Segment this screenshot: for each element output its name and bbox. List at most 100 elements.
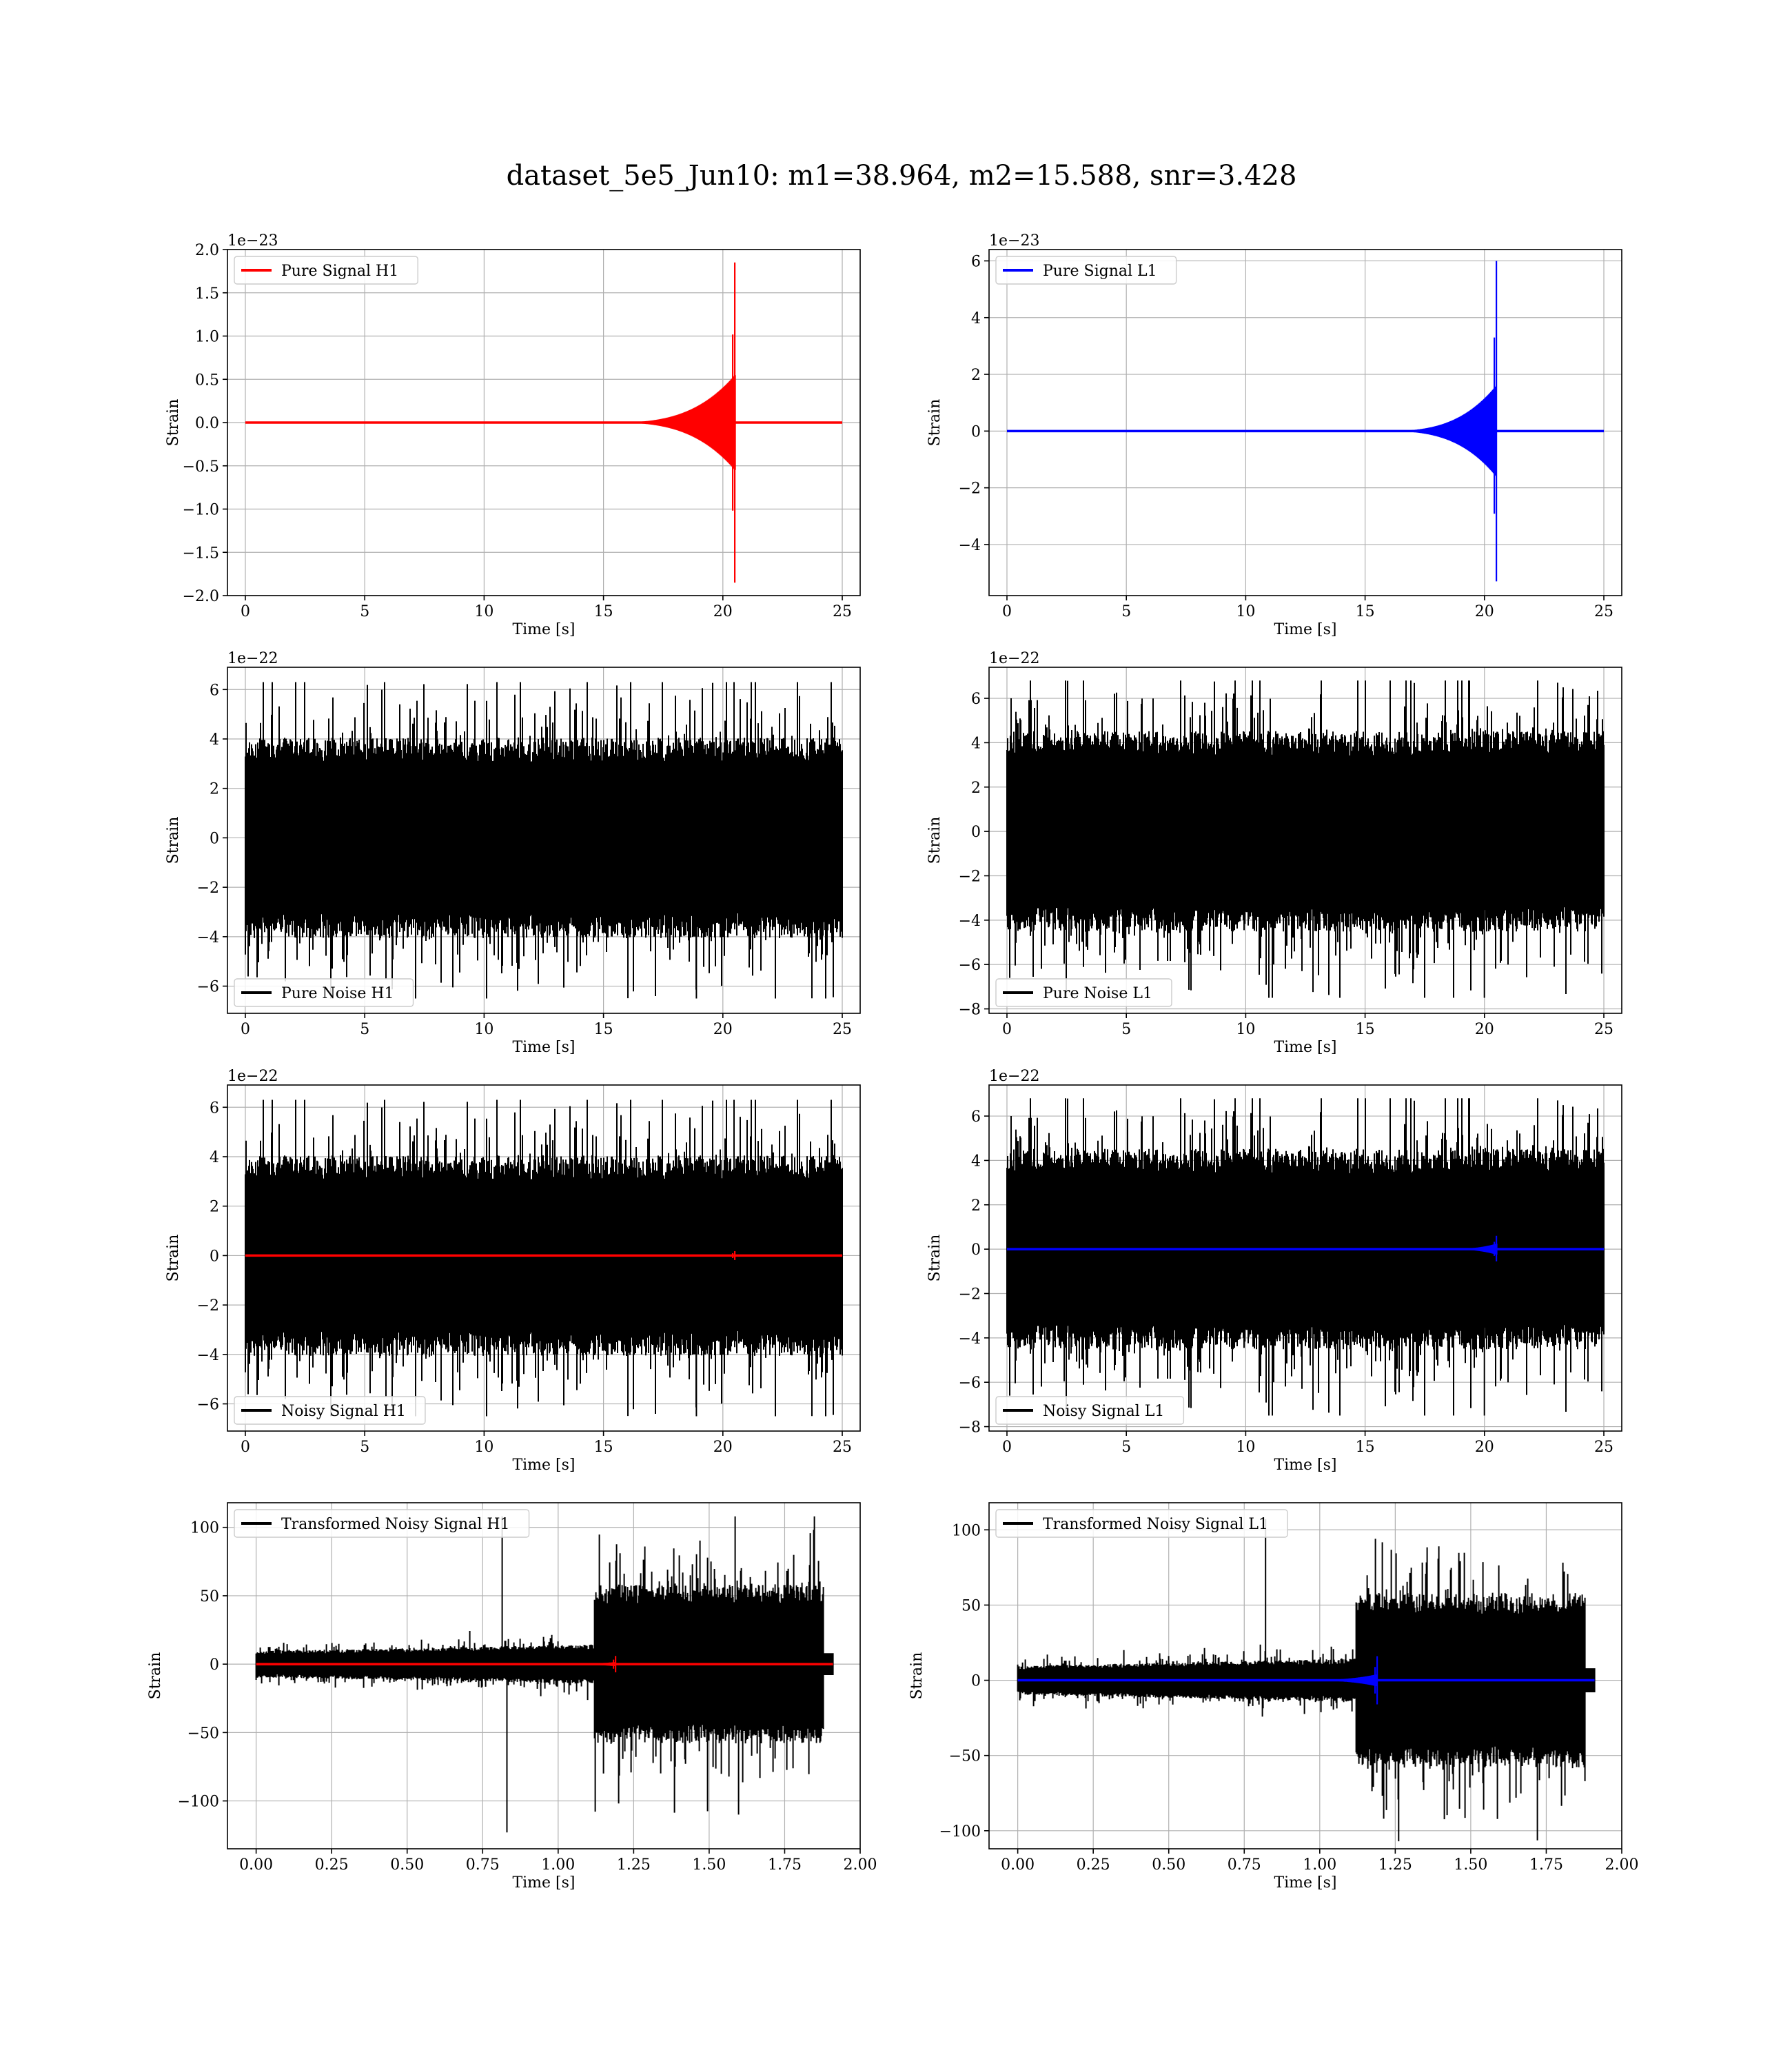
legend-label: Pure Noise L1 — [1043, 985, 1152, 1002]
x-tick-label: 0.75 — [466, 1856, 500, 1874]
x-tick-label: 1.00 — [541, 1856, 575, 1874]
y-tick-label: −0.5 — [183, 458, 219, 476]
axes-frame — [227, 1502, 861, 1849]
x-tick-label: 5 — [1121, 1021, 1131, 1038]
legend: Transformed Noisy Signal H1 — [234, 1509, 530, 1538]
legend: Noisy Signal L1 — [995, 1396, 1185, 1425]
legend-label: Pure Noise H1 — [281, 985, 394, 1002]
x-axis-label: Time [s] — [1274, 621, 1336, 638]
y-axis-label: Strain — [908, 1652, 926, 1700]
y-tick-label: 4 — [971, 735, 981, 752]
grid — [989, 250, 1622, 596]
y-tick-label: 2 — [971, 1197, 981, 1215]
x-tick-label: 10 — [474, 1439, 493, 1456]
x-tick-label: 5 — [1121, 603, 1131, 620]
x-tick-label: 0 — [1002, 1439, 1012, 1456]
series-layer — [245, 1099, 843, 1417]
plot-pure-noise-h1: 0 5 10 15 20 25 −6 −4 −2 0 2 4 6 Time [s] Strain 1e−22 P… — [165, 650, 861, 1056]
series-noisy-signal-l1-line — [1006, 1098, 1605, 1416]
y-tick-label: 6 — [210, 682, 219, 699]
plot-transformed-noisy-signal-h1: 0.00 0.25 0.50 0.75 1.00 1.25 1.50 1.75 2.00 −100… — [147, 1502, 877, 1892]
x-tick-label: 15 — [594, 1021, 613, 1038]
x-tick-label: 1.75 — [1529, 1856, 1563, 1874]
x-axis-label: Time [s] — [512, 1874, 575, 1892]
y-tick-label: −8 — [959, 1002, 981, 1019]
series-overlay-line — [1017, 1656, 1595, 1705]
plot-noisy-signal-l1: 0 5 10 15 20 25 −8 −6 −4 −2 0 2 4 6 Time [s] Strain 1e−2… — [926, 1068, 1622, 1474]
y-tick-label: 4 — [971, 310, 981, 327]
series-layer — [255, 1516, 834, 1833]
x-tick-label: 25 — [833, 603, 852, 620]
series-layer — [1006, 680, 1605, 998]
y-tick-label: −50 — [187, 1725, 219, 1742]
y-tick-label: 2 — [971, 780, 981, 797]
y-tick-label: 2.0 — [195, 242, 219, 259]
x-tick-label: 5 — [1121, 1439, 1131, 1456]
offset-label: 1e−22 — [989, 650, 1039, 667]
offset-label: 1e−22 — [227, 650, 278, 667]
legend-label: Pure Signal L1 — [1043, 263, 1157, 280]
y-tick-label: 0.5 — [195, 372, 219, 389]
axes-frame — [988, 1084, 1622, 1432]
x-tick-label: 0 — [1002, 1021, 1012, 1038]
y-tick-label: 2 — [210, 1199, 219, 1216]
series-overlay-line — [256, 1656, 833, 1672]
y-tick-label: 100 — [190, 1520, 219, 1537]
figure-title: dataset_5e5_Jun10: m1=38.964, m2=15.588,… — [507, 160, 1297, 192]
x-tick-label: 1.50 — [1454, 1856, 1487, 1874]
axes-frame — [227, 667, 861, 1014]
x-tick-label: 25 — [833, 1021, 852, 1038]
y-tick-label: 0.0 — [195, 415, 219, 432]
axes-frame — [988, 667, 1622, 1014]
y-tick-label: −100 — [939, 1823, 981, 1841]
series-layer — [1017, 1519, 1596, 1842]
series-pure-signal-l1-line — [1006, 261, 1605, 582]
legend: Pure Signal H1 — [234, 256, 418, 285]
plot-transformed-noisy-signal-l1: 0.00 0.25 0.50 0.75 1.00 1.25 1.50 1.75 2.00 −100… — [908, 1502, 1638, 1892]
series-layer — [1006, 261, 1605, 582]
x-tick-label: 25 — [1594, 1021, 1613, 1038]
legend-label: Pure Signal H1 — [281, 263, 398, 280]
x-tick-label: 15 — [594, 1439, 613, 1456]
plot-pure-noise-l1: 0 5 10 15 20 25 −8 −6 −4 −2 0 2 4 6 Time [s] Strain 1e−2… — [926, 650, 1622, 1056]
x-tick-label: 20 — [713, 603, 733, 620]
y-axis-label: Strain — [926, 817, 944, 864]
x-tick-label: 1.50 — [692, 1856, 726, 1874]
x-tick-label: 0.50 — [390, 1856, 424, 1874]
x-tick-label: 0.25 — [1077, 1856, 1110, 1874]
offset-label: 1e−23 — [989, 232, 1039, 250]
x-axis-label: Time [s] — [1274, 1039, 1336, 1056]
y-tick-label: 50 — [961, 1597, 981, 1614]
y-tick-label: −2.0 — [183, 588, 219, 605]
y-tick-label: 0 — [971, 1673, 981, 1690]
y-tick-label: −100 — [178, 1794, 219, 1811]
y-tick-label: −6 — [959, 957, 981, 974]
offset-label: 1e−22 — [989, 1068, 1039, 1085]
y-tick-label: −4 — [959, 537, 981, 554]
axes-frame — [988, 1502, 1622, 1849]
y-tick-label: −50 — [949, 1748, 981, 1765]
y-tick-label: 0 — [210, 1656, 219, 1674]
x-tick-label: 0.00 — [1001, 1856, 1035, 1874]
x-tick-label: 0 — [241, 1439, 250, 1456]
y-tick-label: −2 — [197, 880, 219, 897]
x-tick-label: 0 — [1002, 603, 1012, 620]
x-tick-label: 1.00 — [1303, 1856, 1336, 1874]
x-tick-label: 15 — [1356, 1439, 1375, 1456]
y-tick-label: 2 — [210, 781, 219, 798]
series-overlay-line — [245, 1251, 843, 1260]
offset-label: 1e−23 — [227, 232, 278, 250]
y-axis-label: Strain — [147, 1652, 164, 1700]
y-tick-label: 2 — [971, 367, 981, 384]
y-tick-label: −2 — [959, 1286, 981, 1303]
y-tick-label: 4 — [210, 731, 219, 749]
x-axis-label: Time [s] — [1274, 1457, 1336, 1474]
y-tick-label: 0 — [210, 1248, 219, 1265]
y-tick-label: −4 — [197, 1347, 219, 1364]
x-tick-label: 10 — [1236, 1021, 1255, 1038]
series-transformed-noisy-signal-h1-line — [255, 1516, 834, 1833]
legend-label: Transformed Noisy Signal H1 — [281, 1516, 510, 1533]
x-tick-label: 2.00 — [844, 1856, 877, 1874]
series-layer — [1006, 1098, 1605, 1416]
